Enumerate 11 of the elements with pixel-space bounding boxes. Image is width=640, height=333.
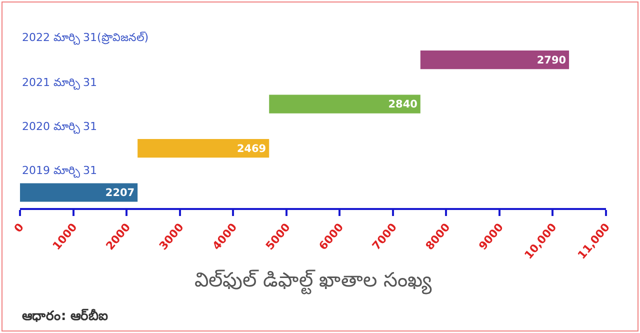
x-tick-label: 0	[12, 220, 27, 236]
data-label: 2207	[105, 187, 135, 200]
data-label: 2840	[388, 98, 418, 111]
data-label: 2790	[536, 54, 566, 66]
y-tick-label: 2020 మార్చి 31	[22, 120, 97, 134]
data-label: 2469	[236, 142, 266, 155]
x-axis-title: విల్‌ఫుల్ డిఫాల్ట్ ఖాతాల సంఖ్య	[194, 268, 433, 295]
text: ఆధారం: ఆర్‌బీఐ	[22, 308, 109, 324]
y-tick-label: 2019 మార్చి 31	[22, 164, 97, 178]
y-tick-label: 2022 మార్చి 31(ప్రొవిజనల్)	[22, 31, 149, 45]
y-tick-label: 2021 మార్చి 31	[22, 76, 97, 90]
